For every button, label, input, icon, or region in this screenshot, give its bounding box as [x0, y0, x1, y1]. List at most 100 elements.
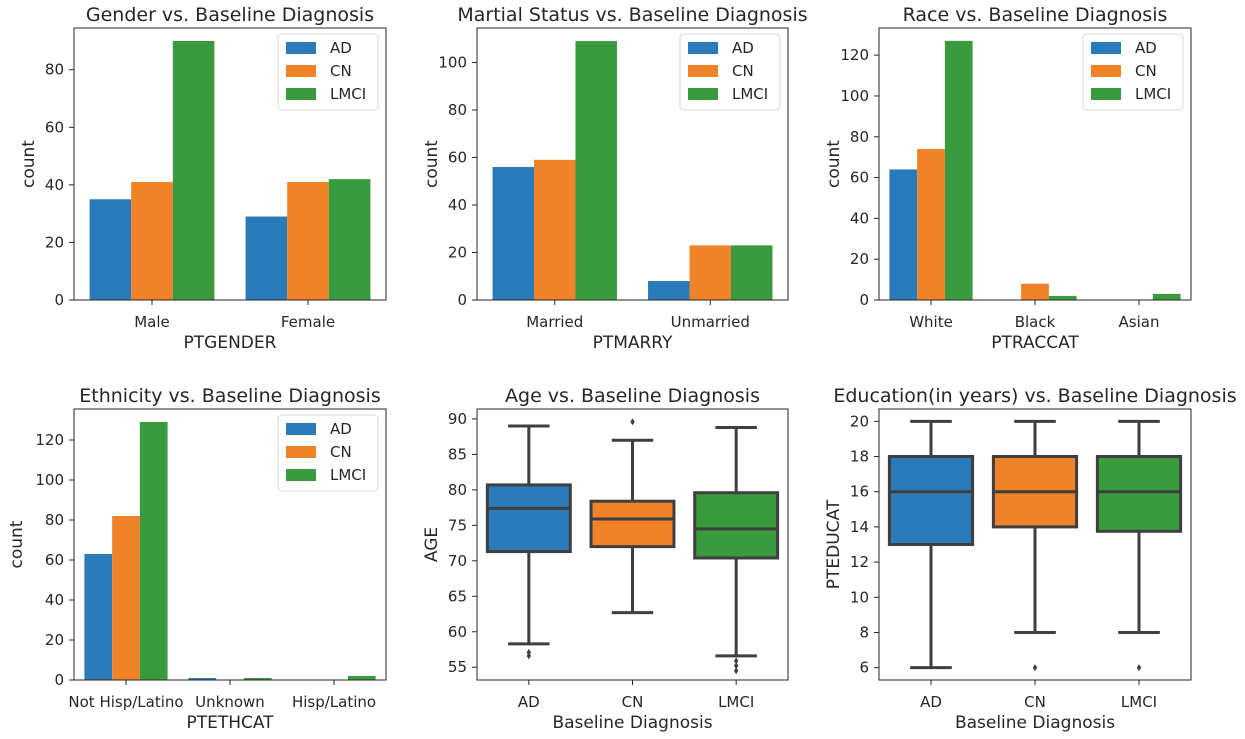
outlier-point	[1032, 664, 1038, 672]
y-tick-label: 20	[45, 631, 64, 649]
outlier-point	[526, 652, 532, 660]
bar-cn-unmarried	[689, 245, 731, 300]
x-axis-label: Baseline Diagnosis	[955, 713, 1115, 733]
legend-label: LMCI	[330, 85, 366, 103]
chart-5: Age vs. Baseline Diagnosis 55 60 65 70 75 80 85…	[422, 385, 789, 733]
y-tick-label: 20	[448, 243, 467, 261]
y-axis-label: PTEDUCAT	[824, 499, 844, 589]
legend-label: AD	[330, 39, 352, 57]
bar-cn-not-hisp-latino	[112, 516, 140, 680]
y-axis-label: count	[19, 140, 39, 188]
y-tick-label: 65	[448, 587, 467, 605]
y-tick-label: 10	[850, 588, 869, 606]
y-tick-label: 18	[850, 448, 869, 466]
chart-title: Ethnicity vs. Baseline Diagnosis	[79, 385, 380, 407]
bar-lmci-unknown	[243, 678, 272, 680]
iqr-box	[693, 491, 780, 560]
chart-title: Martial Status vs. Baseline Diagnosis	[457, 4, 807, 26]
legend-swatch-cn	[286, 446, 316, 458]
plot-frame	[878, 408, 1192, 681]
bar-lmci-married	[575, 41, 617, 301]
legend-label: CN	[330, 443, 352, 461]
legend-swatch-lmci	[688, 88, 718, 100]
y-tick-label: 70	[448, 552, 467, 570]
bar-lmci-not-hisp-latino	[139, 422, 168, 680]
x-tick-label: Hisp/Latino	[292, 693, 376, 711]
bar-cn-male	[131, 181, 173, 300]
y-tick-label: 60	[45, 118, 64, 136]
y-tick-label: 75	[448, 516, 467, 534]
y-tick-label: 80	[45, 61, 64, 79]
box-cn	[991, 419, 1079, 672]
legend-swatch-lmci	[1091, 88, 1121, 100]
y-tick-label: 20	[850, 412, 869, 430]
bar-lmci-female	[328, 179, 371, 300]
y-tick-label: 100	[438, 53, 467, 71]
y-tick-label: 8	[859, 623, 869, 641]
legend: AD CN LMCI	[1082, 33, 1184, 111]
bar-ad-male	[89, 199, 132, 300]
legend-label: CN	[330, 62, 352, 80]
legend: AD CN LMCI	[277, 414, 379, 492]
outlier-point	[526, 648, 532, 656]
outlier-point	[630, 418, 635, 426]
x-axis-label: PTRACCAT	[991, 333, 1079, 353]
bar-lmci-hisp-latino	[347, 676, 376, 680]
chart-6: Education(in years) vs. Baseline Diagnos…	[824, 385, 1237, 733]
legend-swatch-ad	[286, 42, 316, 54]
legend-label: CN	[1135, 62, 1157, 80]
y-tick-label: 40	[448, 196, 467, 214]
plot-frame	[878, 27, 1192, 301]
bar-lmci-white	[944, 40, 973, 300]
y-tick-label: 80	[45, 511, 64, 529]
y-tick-label: 100	[840, 87, 869, 105]
y-tick-label: 20	[45, 233, 64, 251]
y-tick-label: 40	[45, 591, 64, 609]
x-tick-label: Female	[281, 313, 335, 331]
outlier-point	[733, 667, 739, 675]
y-tick-label: 120	[840, 46, 869, 64]
legend-label: CN	[732, 62, 754, 80]
chart-title: Gender vs. Baseline Diagnosis	[86, 4, 374, 26]
chart-4: Ethnicity vs. Baseline Diagnosis 0 20 40 60 8…	[7, 385, 387, 733]
bar-lmci-male	[172, 40, 215, 300]
legend-swatch-cn	[1091, 65, 1121, 77]
x-tick-label: Black	[1015, 313, 1056, 331]
y-tick-label: 6	[859, 659, 869, 677]
plot-frame	[73, 27, 387, 301]
legend-swatch-ad	[688, 42, 718, 54]
y-tick-label: 12	[850, 553, 869, 571]
box-ad	[485, 424, 572, 660]
x-tick-label: AD	[518, 693, 540, 711]
bar-cn-married	[534, 159, 576, 300]
y-tick-label: 80	[448, 101, 467, 119]
chart-title: Age vs. Baseline Diagnosis	[505, 385, 760, 407]
legend-label: AD	[1135, 39, 1157, 57]
x-tick-label: CN	[622, 693, 644, 711]
chart-2: Martial Status vs. Baseline Diagnosis 0 20…	[422, 4, 808, 353]
bar-cn-white	[917, 149, 945, 300]
x-tick-label: LMCI	[1121, 693, 1157, 711]
bar-cn-black	[1021, 283, 1049, 300]
y-tick-label: 14	[850, 518, 869, 536]
x-axis-label: Baseline Diagnosis	[552, 713, 712, 733]
outlier-point	[733, 657, 739, 665]
legend-swatch-lmci	[286, 469, 316, 481]
bar-ad-white	[889, 169, 918, 300]
legend-label: LMCI	[1135, 85, 1171, 103]
bar-ad-unknown	[188, 678, 217, 680]
iqr-box	[589, 499, 676, 549]
legend-swatch-lmci	[286, 88, 316, 100]
bar-lmci-unmarried	[730, 245, 773, 300]
bar-ad-female	[245, 216, 288, 300]
chart-title: Race vs. Baseline Diagnosis	[903, 4, 1168, 26]
bar-cn-female	[287, 181, 329, 300]
outlier-point	[733, 662, 739, 670]
x-tick-label: Unknown	[195, 693, 265, 711]
box-ad	[887, 419, 975, 670]
x-axis-label: PTMARRY	[593, 333, 673, 353]
x-tick-label: White	[909, 313, 953, 331]
bar-ad-not-hisp-latino	[84, 554, 113, 680]
box-lmci	[693, 425, 780, 675]
